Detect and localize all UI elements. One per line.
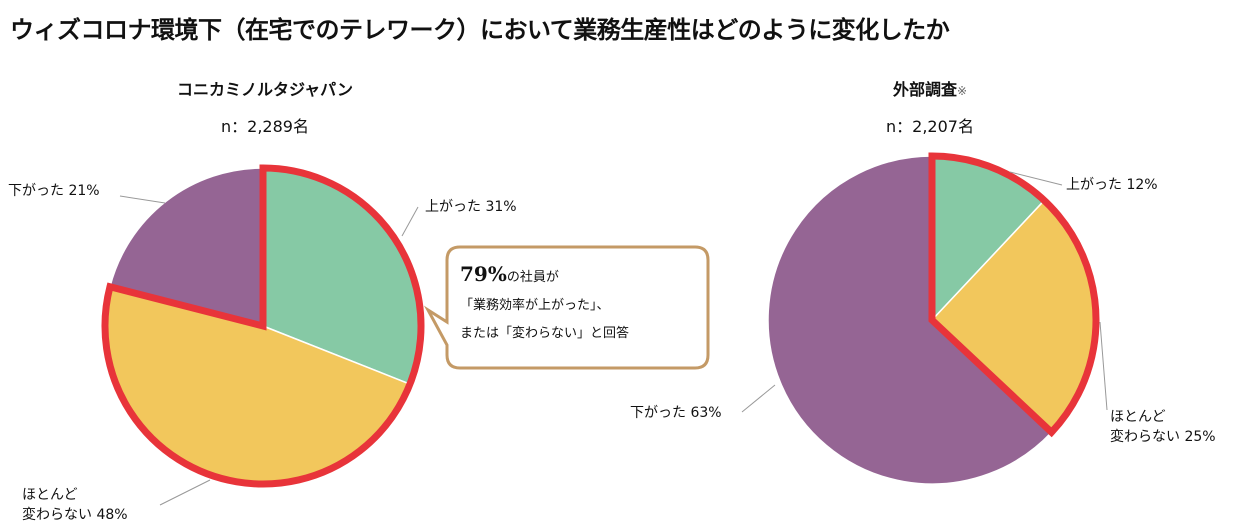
callout-pct: 79% [460, 262, 507, 286]
leader-right-down [741, 384, 776, 413]
leader-left-up [401, 206, 419, 237]
highlight-outline [928, 152, 1100, 438]
page-title: ウィズコロナ環境下（在宅でのテレワーク）において業務生産性はどのように変化したか [10, 16, 950, 44]
label-line: 変わらない 48% [22, 507, 128, 523]
callout-bubble [423, 245, 710, 370]
chart-title-right: 外部調査※ [840, 76, 1020, 100]
label-line: ほとんど [1110, 409, 1166, 425]
highlight-outline [101, 164, 425, 488]
label-line: 変わらない 25% [1110, 429, 1216, 445]
leader-left-same [159, 479, 211, 506]
label-line: ほとんど [22, 487, 78, 503]
title-note: ※ [956, 84, 968, 98]
leader-left-down [119, 195, 166, 204]
pie-slice-down [109, 167, 264, 327]
callout-line1: の社員が [506, 270, 559, 285]
n-label-right: n：2,207名 [886, 117, 974, 136]
chart-title-left: コニカミノルタジャパン [176, 80, 353, 99]
label-left-up: 上がった 31% [425, 199, 517, 215]
callout-text: 79%の社員が 「業務効率が上がった」、 または「変わらない」と回答 [460, 260, 629, 348]
leader-right-same [1099, 321, 1108, 411]
label-left-down: 下がった 21% [8, 183, 100, 199]
leader-right-up [1009, 171, 1063, 186]
callout-line2: 「業務効率が上がった」、 [460, 298, 610, 313]
label-right-down: 下がった 63% [630, 405, 722, 421]
pie-slice-down [767, 155, 1053, 485]
n-label-left: n：2,289名 [221, 117, 309, 136]
label-left-same: ほとんど変わらない 48% [22, 485, 128, 525]
label-right-same: ほとんど変わらない 25% [1110, 407, 1216, 447]
label-right-up: 上がった 12% [1066, 177, 1158, 193]
callout-line3: または「変わらない」と回答 [460, 326, 630, 341]
chart-title-right-text: 外部調査 [892, 80, 957, 99]
